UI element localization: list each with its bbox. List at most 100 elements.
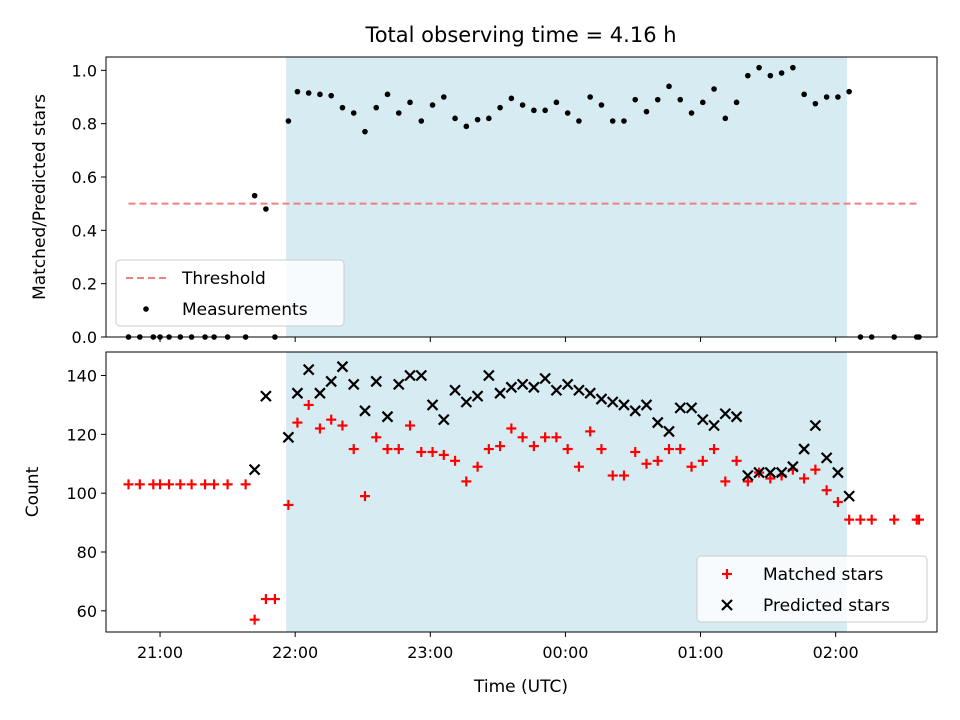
matched-star-point [675,444,686,455]
matched-star-point [821,485,832,496]
measurement-point [666,83,672,90]
matched-star-point [283,499,294,510]
x-tick-label: 02:00 [813,643,859,662]
y-tick-label: 0.6 [72,168,97,187]
predicted-star-point [651,416,664,429]
measurement-point [519,102,526,108]
measurement-point [384,91,391,98]
predicted-star-point [302,363,315,376]
matched-star-point [175,479,186,490]
measurement-point [328,92,335,99]
measurement-point [576,118,582,124]
predicted-star-point [764,466,777,479]
measurement-point [643,108,650,115]
predicted-star-point [742,469,754,482]
axes-frame [105,56,938,338]
predicted-star-point [663,425,675,438]
matched-star-point [913,514,924,525]
predicted-star-point [415,369,428,382]
ratio-panel: 0.0 0.2 0.4 0.6 0.8 1.0 Threshold Measurements [72,56,938,347]
predicted-star-point [697,413,709,426]
y-tick-label: 140 [66,367,97,386]
x-tick-label: 22:00 [272,643,318,662]
predicted-star-point [370,375,383,388]
predicted-star-point [392,378,405,391]
measurement-point [632,96,639,103]
measurement-point [823,94,830,100]
predicted-star-point [843,490,855,502]
predicted-star-point [381,410,394,423]
matched-star-point [517,432,528,443]
matched-star-point [314,423,325,434]
matched-star-point [889,514,900,525]
y-tick-label: 0.8 [72,115,97,134]
matched-star-point [123,479,134,490]
matched-star-point [618,470,629,481]
measurement-point [463,123,470,130]
predicted-star-point [820,452,833,464]
predicted-star-point [314,387,326,399]
predicted-star-point [809,419,822,432]
measurement-point [285,118,292,124]
predicted-star-point [753,466,765,479]
legend-matched-swatch [722,569,732,579]
measurement-point [812,100,819,107]
matched-star-point [303,399,314,410]
predicted-star-point [438,413,450,426]
predicted-star-point [336,360,349,373]
legend-label: Predicted stars [763,596,890,616]
measurement-point [587,94,593,100]
matched-star-point [240,479,251,490]
predicted-star-point [595,393,608,405]
matched-star-point [832,497,843,507]
predicted-star-point [483,369,495,382]
matched-star-point [416,447,427,457]
matched-star-point [562,444,573,455]
matched-star-point [844,514,855,525]
measurement-point [395,110,402,116]
matched-star-point [551,432,562,443]
x-tick-label: 21:00 [137,643,183,662]
predicted-star-point [787,460,799,473]
measurement-point [564,110,571,116]
legend-box [696,555,928,623]
matched-star-point [607,470,618,481]
predicted-star-point [573,384,585,397]
measurement-point [835,94,841,100]
matched-star-point [585,426,596,437]
predicted-star-point [775,466,788,479]
measurement-point [350,110,357,116]
measurement-point [846,88,852,95]
predicted-star-point [505,381,518,394]
predicted-star-point [449,384,461,397]
measurement-point [474,116,481,123]
plot-area [123,360,924,625]
measurement-point [486,115,492,122]
predicted-star-point [640,399,653,411]
x-tick-label: 01:00 [677,643,723,662]
measurement-point [677,96,684,103]
count-panel: 60 80 100 120 140 21:00 22:00 23:00 00:00 01:00 02… [66,351,938,662]
matched-star-point [866,514,877,525]
predicted-star-point [260,390,272,402]
measurement-point [756,64,762,71]
matched-star-point [855,514,866,525]
predicted-star-point [539,372,551,385]
matched-star-point [371,432,382,443]
measurement-point [733,99,740,106]
predicted-star-point [494,387,506,399]
measurement-point [508,95,515,102]
matched-star-point [506,423,517,434]
matched-star-point [209,479,220,490]
matched-star-point [697,455,708,466]
matched-star-point [573,461,584,472]
predicted-star-point [708,419,720,432]
predicted-star-point [550,384,563,397]
x-tick-label: 00:00 [542,643,588,662]
measurement-point [790,64,796,71]
axes-frame [105,351,938,633]
plot-area [125,64,922,340]
predicted-star-point [685,402,698,414]
measurement-point [745,72,751,79]
measurement-point [429,102,436,108]
